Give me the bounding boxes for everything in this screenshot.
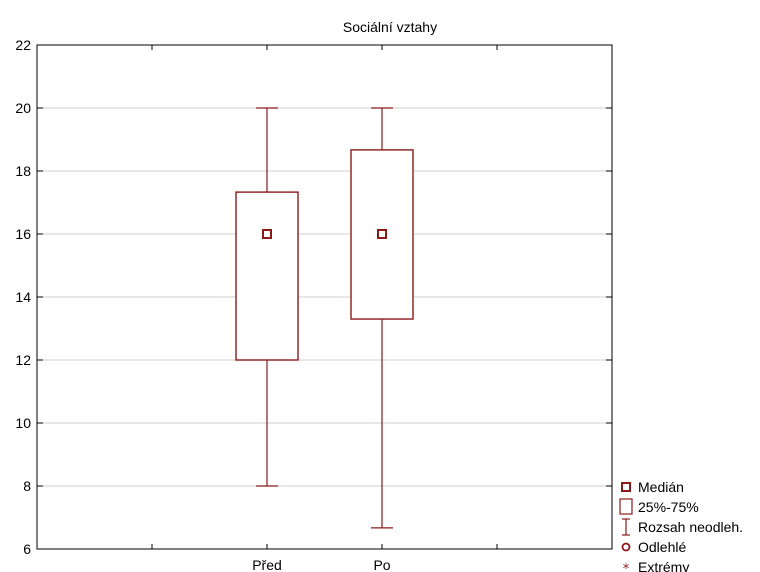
- x-tick-label: Před: [252, 557, 282, 572]
- y-tick-label: 6: [23, 541, 31, 557]
- y-tick-label: 18: [15, 163, 31, 179]
- legend: Medián 25%-75% Rozsah neodleh. Odlehlé * Extr…: [619, 479, 743, 572]
- y-tick-label: 12: [15, 352, 31, 368]
- y-tick-label: 14: [15, 289, 31, 305]
- median-marker: [377, 229, 387, 239]
- box-2: [350, 107, 414, 529]
- legend-label: Rozsah neodleh.: [638, 519, 743, 535]
- y-tick-label: 20: [15, 100, 31, 116]
- y-tick-label: 22: [15, 37, 31, 53]
- legend-item: Rozsah neodleh.: [622, 518, 743, 536]
- legend-item: Medián: [621, 479, 684, 495]
- legend-item: * Extrémy: [623, 559, 690, 572]
- y-tick-label: 16: [15, 226, 31, 242]
- legend-box-symbol: [619, 498, 633, 515]
- gridlines: [37, 107, 612, 487]
- legend-label: 25%-75%: [638, 499, 699, 515]
- y-tick-label: 10: [15, 415, 31, 431]
- legend-label: Medián: [638, 479, 684, 495]
- legend-label: Extrémy: [638, 559, 689, 572]
- y-tick-label: 8: [23, 478, 31, 494]
- box-layer: [235, 107, 414, 529]
- legend-median-symbol: [621, 482, 631, 492]
- median-marker: [262, 229, 272, 239]
- legend-label: Odlehlé: [638, 539, 686, 555]
- x-tick-label: Po: [373, 557, 390, 572]
- legend-outlier-symbol: [621, 542, 631, 552]
- axes: 6 8 10 12 14 16 18 20 22 Před Po: [15, 37, 613, 572]
- box-1: [235, 107, 299, 487]
- iqr-box: [235, 191, 299, 361]
- plot-frame: [36, 44, 613, 550]
- chart-title: Sociální vztahy: [343, 19, 437, 35]
- legend-extreme-symbol: *: [623, 562, 630, 572]
- legend-item: Odlehlé: [621, 539, 686, 555]
- legend-item: 25%-75%: [619, 498, 699, 515]
